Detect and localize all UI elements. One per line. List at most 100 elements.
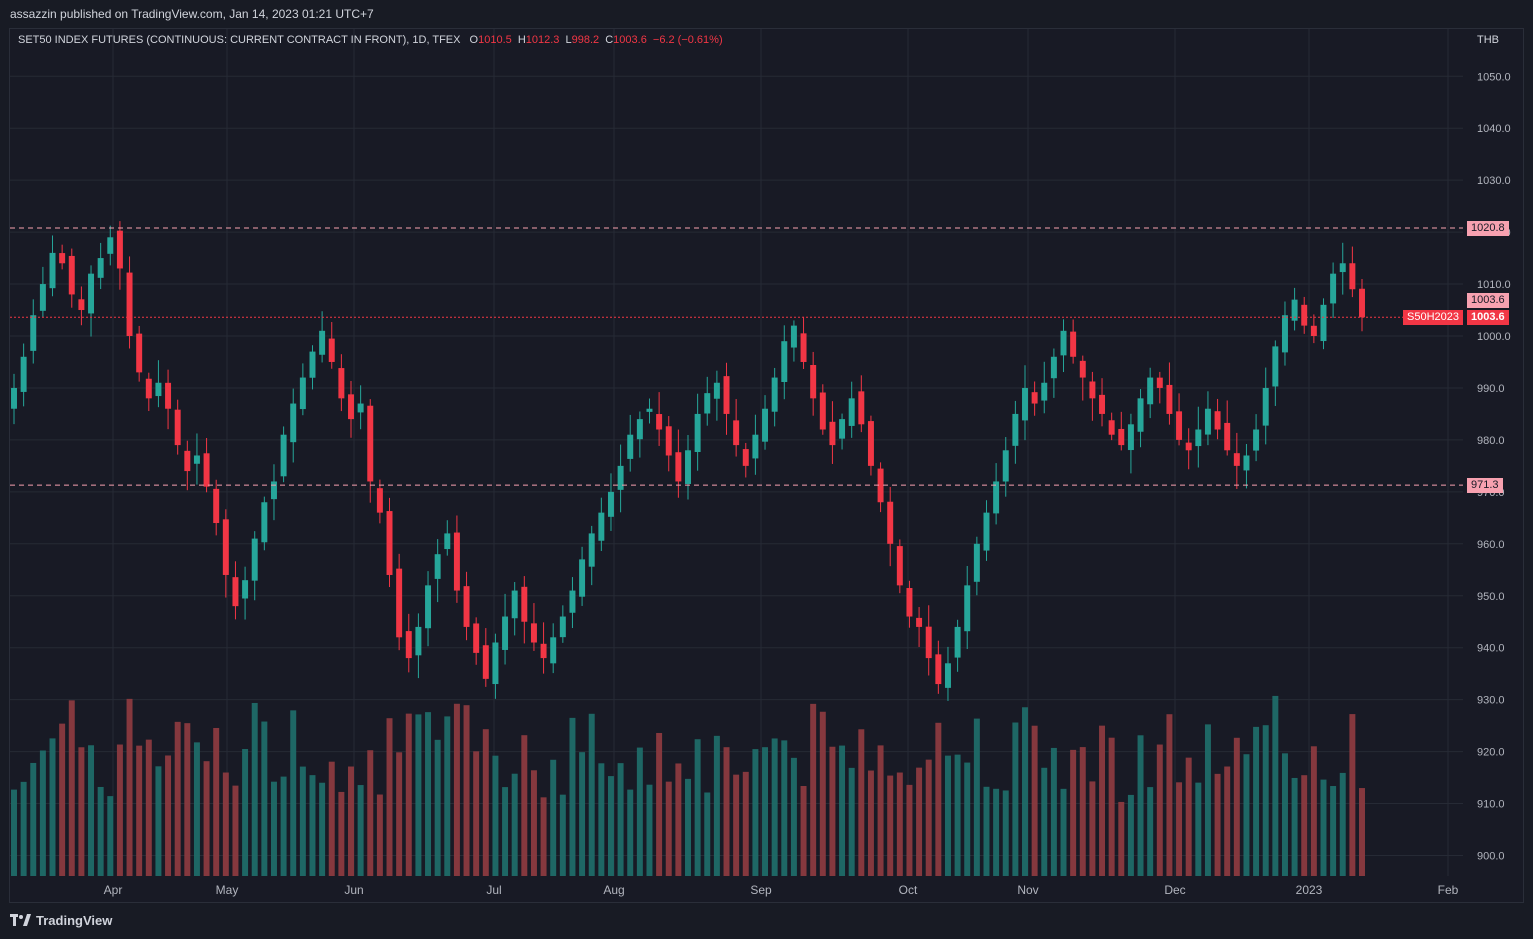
volume-bar — [242, 749, 249, 876]
candle-body — [1022, 387, 1028, 421]
candle-body — [473, 623, 480, 653]
candle-body — [1089, 381, 1096, 399]
candle-body — [906, 588, 913, 617]
candle-body — [280, 434, 287, 477]
publisher-caption: assazzin published on TradingView.com, J… — [10, 7, 374, 21]
volume-bar — [492, 755, 499, 876]
price-tick-label: 1010.0 — [1477, 279, 1511, 291]
candle-body — [319, 330, 326, 355]
volume-bar — [20, 781, 27, 876]
price-tick-label: 1050.0 — [1477, 71, 1511, 83]
volume-bar — [559, 794, 566, 876]
candle-body — [1214, 411, 1221, 430]
candle-body — [1156, 377, 1163, 388]
candle-body — [261, 502, 268, 543]
price-tick-label: 900.0 — [1477, 851, 1505, 863]
volume-bar — [386, 718, 393, 876]
candle-body — [1147, 377, 1154, 405]
volume-bar — [1137, 735, 1144, 876]
currency-label[interactable]: THB — [1477, 34, 1499, 46]
candle-body — [617, 465, 624, 490]
candle-body — [887, 501, 894, 544]
candle-body — [97, 258, 104, 278]
volume-bar — [155, 766, 162, 876]
price-tick-label: 1040.0 — [1477, 123, 1511, 135]
volume-bar — [916, 767, 923, 876]
volume-bar — [540, 797, 547, 876]
candle-body — [1253, 429, 1260, 451]
candle-body — [1108, 420, 1115, 435]
time-axis[interactable]: Apr May Jun Jul Aug Sep Oct Nov Dec 2023 Feb — [104, 883, 1459, 897]
volume-bar — [1253, 726, 1260, 876]
candle-body — [39, 284, 46, 311]
volume-bar — [136, 745, 143, 876]
candle-body — [598, 512, 605, 541]
volume-bar — [30, 762, 37, 876]
resistance-price-tag: 1020.8 — [1467, 221, 1509, 236]
volume-bar — [1099, 725, 1106, 876]
candle-body — [983, 512, 990, 551]
volume-bar — [425, 712, 432, 876]
volume-bar — [646, 784, 653, 876]
volume-bar — [116, 744, 123, 876]
candle-body — [155, 382, 162, 397]
candle-body — [1339, 263, 1346, 273]
candle-body — [627, 434, 634, 459]
volume-bar — [723, 747, 730, 876]
candle-body — [1204, 408, 1211, 435]
volume-bar — [511, 773, 518, 876]
price-axis[interactable]: 900.0910.0920.0930.0940.0950.0960.0970.0… — [1477, 71, 1511, 862]
candle-body — [1079, 360, 1086, 378]
candle-body — [1281, 315, 1288, 353]
volume-bar — [11, 789, 17, 876]
candle-body — [511, 590, 518, 619]
candle-body — [530, 623, 537, 643]
volume-bar — [1022, 707, 1028, 876]
candle-body — [20, 356, 27, 392]
candle-body — [78, 299, 85, 311]
volume-bar — [174, 721, 181, 876]
price-tick-label: 910.0 — [1477, 799, 1505, 811]
candle-body — [916, 617, 923, 627]
candle-body — [213, 488, 220, 524]
candle-body — [1224, 422, 1231, 451]
candle-body — [328, 338, 335, 362]
volume-bar — [858, 729, 865, 876]
volume-bar — [887, 775, 894, 876]
volume-bar — [954, 754, 961, 876]
volume-bar — [848, 767, 855, 876]
volume-bar — [685, 778, 691, 876]
time-tick-label: 2023 — [1296, 883, 1323, 897]
candle-body — [935, 654, 942, 685]
candle-body — [299, 377, 306, 410]
volume-bar — [1233, 737, 1240, 876]
volume-bar — [1214, 773, 1221, 876]
volume-bar — [97, 786, 104, 876]
candle-body — [954, 626, 961, 658]
candle-body — [88, 273, 95, 314]
symbol-price-label: S50H2023 — [1403, 310, 1463, 325]
price-tick-label: 980.0 — [1477, 435, 1505, 447]
candle-body — [1031, 392, 1038, 404]
candle-body — [1233, 453, 1240, 466]
volume-bar — [415, 714, 422, 876]
candle-body — [723, 376, 730, 414]
volume-bar — [338, 791, 345, 876]
candle-body — [30, 315, 37, 351]
volume-bar — [434, 739, 441, 876]
volume-bar — [877, 745, 884, 876]
volume-bar — [656, 732, 663, 876]
symbol-legend[interactable]: SET50 INDEX FUTURES (CONTINUOUS: CURRENT… — [18, 34, 723, 46]
candle-body — [646, 408, 653, 412]
candle-body — [482, 645, 489, 679]
volume-bar — [1310, 746, 1317, 876]
volume-bar — [665, 781, 672, 876]
tradingview-brand[interactable]: TradingView — [10, 913, 112, 928]
candle-body — [848, 398, 855, 426]
candle-body — [1060, 330, 1067, 356]
volume-bar — [1127, 794, 1134, 876]
volume-bar — [1176, 782, 1183, 876]
volume-bar — [1195, 782, 1202, 876]
volume-bar — [810, 703, 817, 876]
price-chart[interactable]: 900.0910.0920.0930.0940.0950.0960.0970.0… — [0, 0, 1533, 906]
